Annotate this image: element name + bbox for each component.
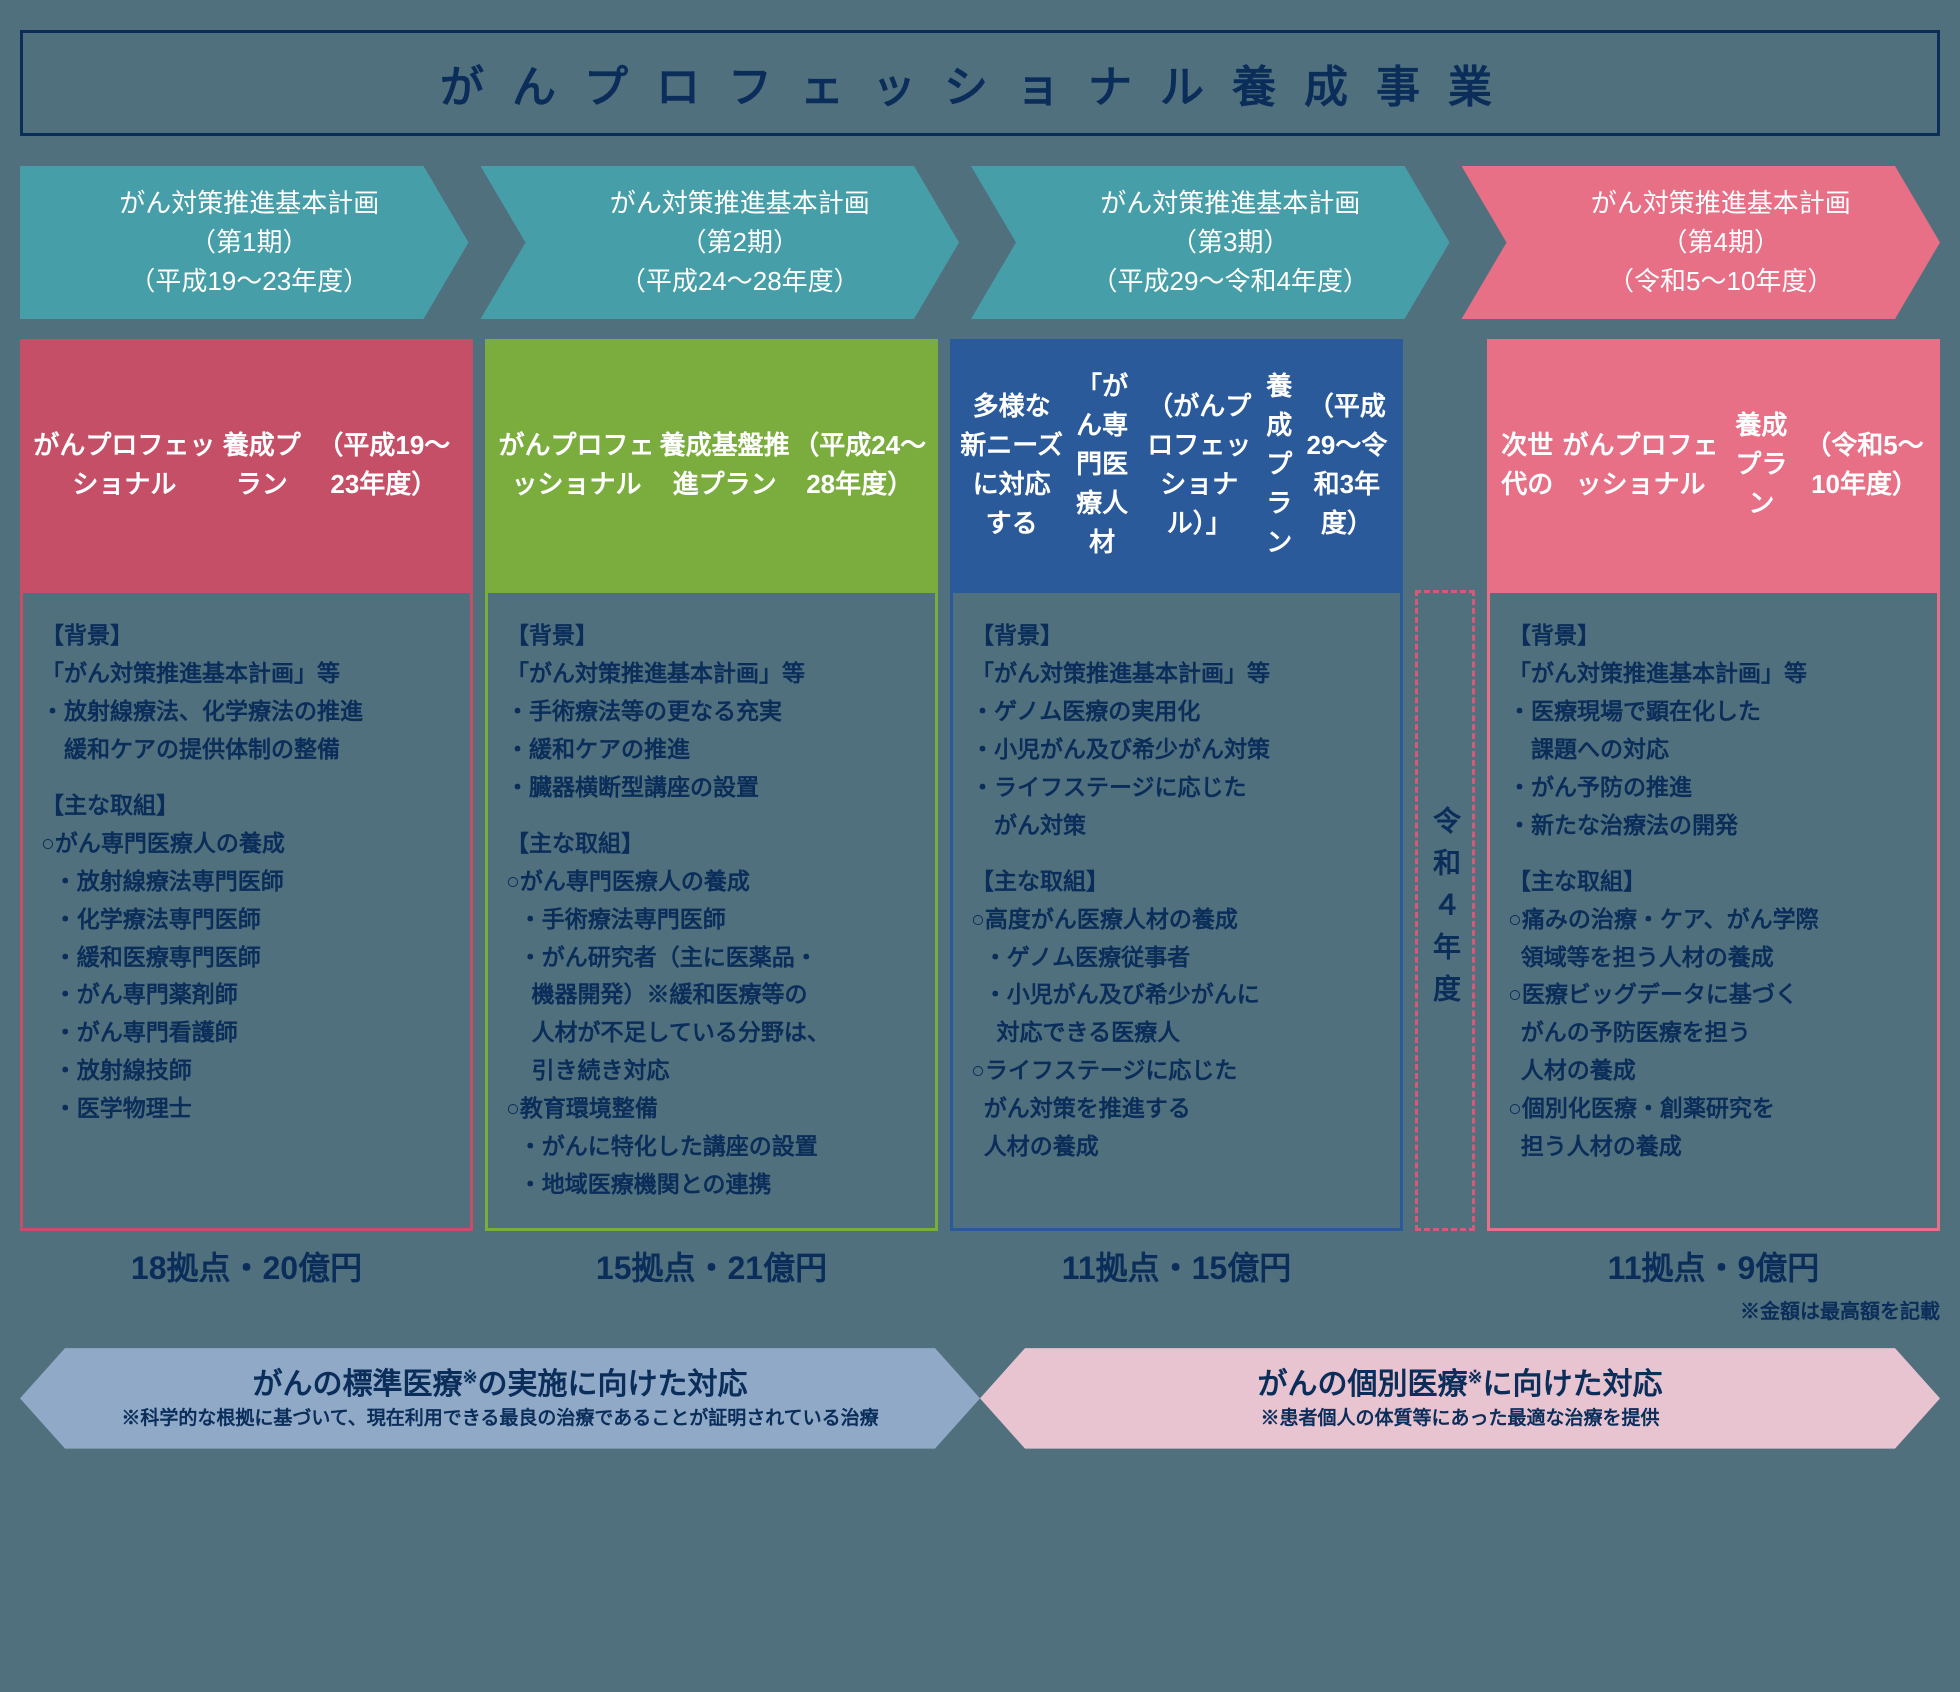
main-title: がんプロフェッショナル養成事業 [20,30,1940,136]
phase-line: がん対策推進基本計画 [531,184,950,223]
phase-line: がん対策推進基本計画 [1512,184,1931,223]
details-row: 【背景】「がん対策推進基本計画」等・放射線療法、化学療法の推進 緩和ケアの提供体… [20,590,1940,1231]
bottom-arrow-standard: がんの標準医療※の実施に向けた対応※科学的な根拠に基づいて、現在利用できる最良の… [20,1348,980,1449]
stat-4: 11拠点・9億円 [1487,1243,1940,1289]
stat-3: 11拠点・15億円 [950,1243,1403,1289]
plan-4: 次世代のがんプロフェッショナル養成プラン（令和5～10年度） [1487,339,1940,590]
amount-note: ※金額は最高額を記載 [20,1295,1940,1324]
phase-2: がん対策推進基本計画 （第2期） （平成24～28年度） [481,166,960,319]
phase-line: （第4期） [1512,223,1931,262]
detail-4: 【背景】「がん対策推進基本計画」等・医療現場で顕在化した 課題への対応・がん予防… [1487,590,1940,1231]
phase-4: がん対策推進基本計画 （第4期） （令和5～10年度） [1462,166,1941,319]
phase-3: がん対策推進基本計画 （第3期） （平成29～令和4年度） [971,166,1450,319]
gap-spacer-stats [1415,1243,1475,1289]
phase-line: （平成24～28年度） [531,262,950,301]
stat-2: 15拠点・21億円 [485,1243,938,1289]
plan-3: 多様な新ニーズに対応する「がん専門医療人材（がんプロフェッショナル）」養成プラン… [950,339,1403,590]
gap-spacer-top [1415,339,1475,590]
phase-line: がん対策推進基本計画 [1021,184,1440,223]
detail-1: 【背景】「がん対策推進基本計画」等・放射線療法、化学療法の推進 緩和ケアの提供体… [20,590,473,1231]
phases-row: がん対策推進基本計画 （第1期） （平成19～23年度） がん対策推進基本計画 … [20,166,1940,319]
gap-year-label: 令和４年度 [1415,590,1475,1231]
phase-line: （平成29～令和4年度） [1021,262,1440,301]
phase-line: （第3期） [1021,223,1440,262]
detail-2: 【背景】「がん対策推進基本計画」等・手術療法等の更なる充実・緩和ケアの推進・臓器… [485,590,938,1231]
phase-1: がん対策推進基本計画 （第1期） （平成19～23年度） [20,166,469,319]
plans-row: がんプロフェッショナル養成プラン（平成19～23年度） がんプロフェッショナル養… [20,339,1940,590]
bottom-arrows: がんの標準医療※の実施に向けた対応※科学的な根拠に基づいて、現在利用できる最良の… [20,1348,1940,1449]
plan-2: がんプロフェッショナル養成基盤推進プラン（平成24～28年度） [485,339,938,590]
detail-3: 【背景】「がん対策推進基本計画」等・ゲノム医療の実用化・小児がん及び希少がん対策… [950,590,1403,1231]
phase-line: （令和5～10年度） [1512,262,1931,301]
plan-1: がんプロフェッショナル養成プラン（平成19～23年度） [20,339,473,590]
phase-line: （平成19～23年度） [40,262,459,301]
phase-line: がん対策推進基本計画 [40,184,459,223]
stats-row: 18拠点・20億円 15拠点・21億円 11拠点・15億円 11拠点・9億円 [20,1243,1940,1289]
bottom-arrow-individual: がんの個別医療※に向けた対応※患者個人の体質等にあった最適な治療を提供 [980,1348,1940,1449]
phase-line: （第1期） [40,223,459,262]
phase-line: （第2期） [531,223,950,262]
stat-1: 18拠点・20億円 [20,1243,473,1289]
